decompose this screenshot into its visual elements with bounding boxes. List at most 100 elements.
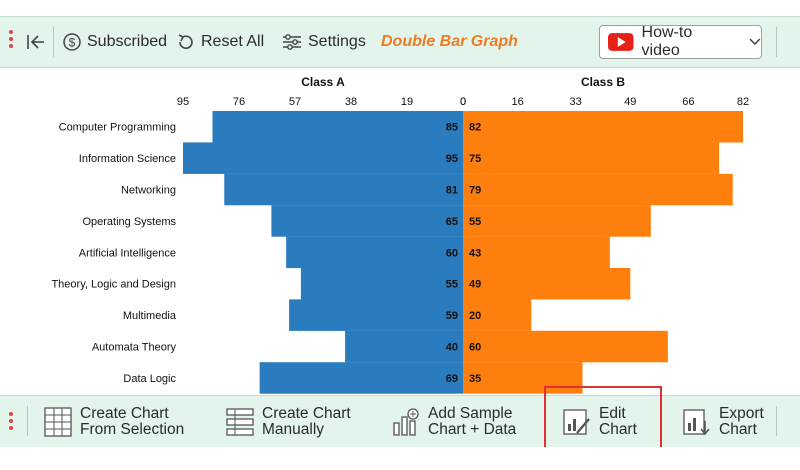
edit-chart-highlight [544, 386, 662, 453]
data-label-class-a: 60 [446, 247, 458, 259]
back-button[interactable] [26, 17, 46, 67]
x-tick-label-class-b: 33 [570, 96, 582, 108]
create-chart-from-selection-button[interactable]: Create Chart From Selection [44, 398, 184, 446]
data-label-class-b: 55 [469, 216, 481, 228]
x-tick-label-class-b: 0 [460, 96, 466, 108]
bar-class-a [212, 111, 463, 143]
double-bar-chart: Class A Class B 95 76 57 38 19 0 0 16 33 49 66 82 … [51, 75, 749, 394]
data-label-class-a: 59 [446, 310, 458, 322]
manual-table-icon [226, 408, 254, 436]
dollar-circle-icon: $ [63, 33, 81, 51]
x-tick-label-class-b: 16 [512, 96, 524, 108]
create-from-selection-line1: Create Chart [80, 405, 169, 422]
bar-class-a [286, 236, 463, 269]
subscribed-label: Subscribed [87, 33, 168, 50]
bar-class-a [345, 330, 463, 363]
x-tick-label-class-b: 66 [682, 96, 694, 108]
series-b-title: Class B [581, 75, 625, 89]
data-label-class-a: 65 [446, 216, 458, 228]
data-label-class-a: 85 [446, 122, 458, 134]
svg-text:$: $ [69, 36, 76, 50]
settings-label: Settings [308, 33, 366, 50]
category-label: Automata Theory [92, 342, 177, 354]
toolbar-divider [53, 27, 54, 57]
category-label: Artificial Intelligence [79, 247, 176, 259]
category-label: Networking [121, 185, 176, 197]
category-label: Multimedia [123, 310, 177, 322]
chevron-down-icon [749, 38, 761, 46]
bar-class-a [259, 362, 463, 394]
toolbar-divider [776, 27, 777, 57]
x-tick-label-class-b: 49 [624, 96, 636, 108]
category-label: Data Logic [123, 373, 176, 385]
add-sample-line1: Add Sample [428, 405, 513, 422]
data-label-class-b: 49 [469, 279, 481, 291]
edit-chart-icon [563, 409, 590, 435]
table-grid-icon [44, 407, 72, 437]
reset-all-label: Reset All [201, 33, 265, 50]
add-sample-chart-data-button[interactable]: Add Sample Chart + Data [392, 398, 516, 446]
category-label: Operating Systems [82, 216, 176, 228]
export-chart-button[interactable]: Export Chart [683, 398, 764, 446]
x-tick-label-class-b: 82 [737, 96, 749, 108]
x-tick-label-class-a: 0 [460, 96, 466, 108]
data-label-class-b: 20 [469, 310, 481, 322]
data-label-class-a: 69 [446, 373, 458, 385]
data-label-class-b: 75 [469, 153, 481, 165]
bar-class-a [300, 268, 463, 300]
bar-class-b [463, 362, 583, 394]
edit-chart-line1: Edit [599, 405, 626, 422]
reset-all-button[interactable]: Reset All [176, 17, 264, 67]
bar-class-b [463, 299, 532, 331]
data-label-class-b: 43 [469, 247, 481, 259]
create-chart-manually-button[interactable]: Create Chart Manually [226, 398, 351, 446]
top-toolbar: $ Subscribed Reset All Settings Double B… [0, 16, 800, 68]
create-manually-line2: Manually [262, 421, 325, 438]
add-sample-line2: Chart + Data [428, 421, 517, 438]
youtube-icon [608, 33, 634, 51]
bar-class-a [289, 299, 463, 331]
category-label: Computer Programming [59, 122, 176, 134]
x-tick-label-class-a: 38 [345, 96, 357, 108]
arrow-left-icon [27, 35, 44, 49]
bar-class-a [224, 173, 463, 206]
how-to-video-dropdown[interactable]: How-to video [599, 24, 762, 59]
category-label: Theory, Logic and Design [51, 279, 176, 291]
settings-button[interactable]: Settings [281, 17, 366, 67]
data-label-class-b: 79 [469, 185, 481, 197]
edit-chart-line2: Chart [599, 421, 637, 438]
export-chart-icon [683, 409, 710, 436]
x-tick-label-class-a: 76 [233, 96, 245, 108]
data-label-class-b: 35 [469, 373, 481, 385]
bar-class-b [463, 142, 720, 174]
bar-class-b [463, 205, 651, 237]
series-a-title: Class A [301, 75, 345, 89]
x-tick-label-class-a: 19 [401, 96, 413, 108]
bar-class-b [463, 173, 733, 206]
how-to-video-label: How-to video [641, 24, 693, 59]
subscribed-button[interactable]: $ Subscribed [62, 17, 167, 67]
bar-class-a [183, 142, 463, 174]
create-from-selection-line2: From Selection [80, 421, 185, 438]
x-tick-label-class-a: 95 [177, 96, 189, 108]
data-label-class-b: 82 [469, 122, 481, 134]
bar-class-b [463, 111, 743, 143]
toolbar-divider [776, 406, 777, 436]
below-content [0, 447, 800, 470]
edit-chart-button[interactable]: Edit Chart [563, 398, 637, 446]
grip-handle-icon[interactable] [9, 30, 13, 51]
bar-class-b [463, 236, 610, 269]
data-label-class-a: 95 [446, 153, 458, 165]
settings-sliders-icon [283, 34, 301, 50]
bar-class-b [463, 330, 668, 363]
bar-class-b [463, 268, 631, 300]
data-label-class-b: 60 [469, 342, 481, 354]
chart-area: Class A Class B 95 76 57 38 19 0 0 16 33 49 66 82 … [0, 68, 800, 395]
bar-class-a [271, 205, 463, 237]
grip-handle-icon[interactable] [9, 412, 13, 433]
sample-data-icon [393, 408, 419, 436]
create-manually-line1: Create Chart [262, 405, 351, 422]
export-chart-line2: Chart [719, 421, 757, 438]
export-chart-line1: Export [719, 405, 764, 422]
chart-type-title: Double Bar Graph [381, 33, 518, 50]
